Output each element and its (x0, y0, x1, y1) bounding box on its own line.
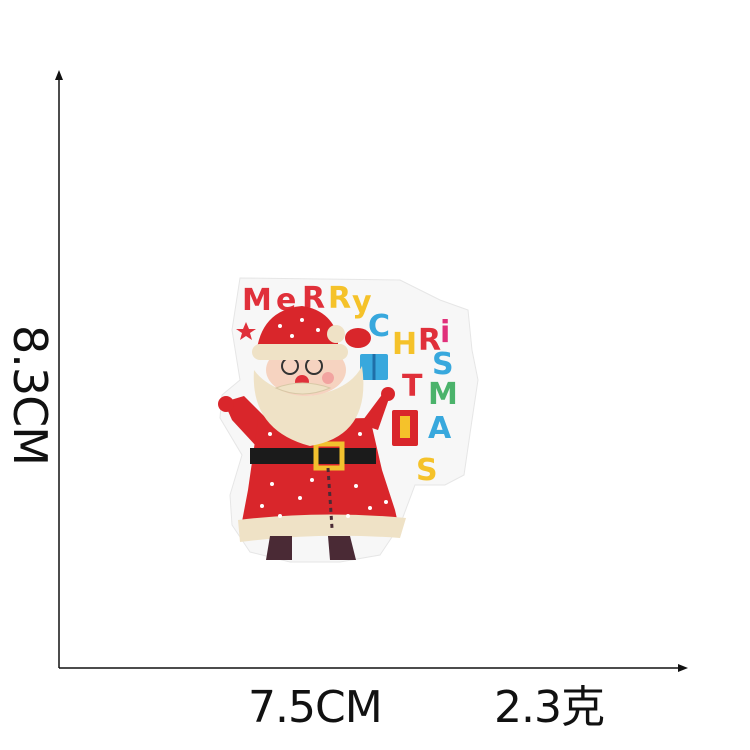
hat-snow-dots (278, 318, 320, 338)
santa-right-boot (328, 536, 356, 560)
vertical-axis-arrow (55, 70, 63, 80)
coat-snow-dots (260, 432, 388, 518)
santa-coat-hem (238, 514, 406, 542)
letter-M: M (242, 283, 272, 318)
santa-coat (240, 418, 400, 532)
letter-R3: R (418, 323, 441, 358)
letter-T: T (402, 369, 423, 404)
letter-A: A (428, 411, 452, 446)
santa-right-mitten (381, 387, 395, 401)
letter-S: S (432, 347, 454, 382)
santa-cheek (322, 372, 334, 384)
star-icon (236, 322, 256, 340)
santa-mustache (274, 382, 332, 395)
santa-hat-brim (252, 344, 348, 360)
height-dimension-label: 8.3CM (3, 325, 57, 465)
santa-embroidered-patch: M e R R y C H R i S T M A S (218, 277, 479, 563)
santa-hat-pompom (327, 325, 345, 343)
santa-belt (250, 448, 376, 464)
letter-y: y (352, 285, 372, 320)
santa-left-mitten (218, 396, 234, 412)
red-ornament (345, 328, 371, 348)
letter-R2: R (328, 281, 351, 316)
santa-hat (256, 306, 338, 356)
letter-C: C (368, 309, 390, 344)
letter-S2: S (416, 453, 438, 488)
santa-beard (253, 366, 364, 446)
santa-left-boot (266, 536, 292, 560)
santa-coat-seam (326, 467, 334, 529)
greeting-letters: M e R R y C H R i S T M A S (242, 281, 458, 488)
red-gift-ribbon (400, 416, 410, 438)
horizontal-axis-arrow (678, 664, 688, 672)
letter-M2: M (428, 377, 458, 412)
width-dimension-label: 7.5CM (248, 682, 383, 733)
letter-i: i (440, 315, 450, 350)
weight-label: 2.3克 (494, 682, 605, 733)
letter-H: H (392, 327, 417, 362)
